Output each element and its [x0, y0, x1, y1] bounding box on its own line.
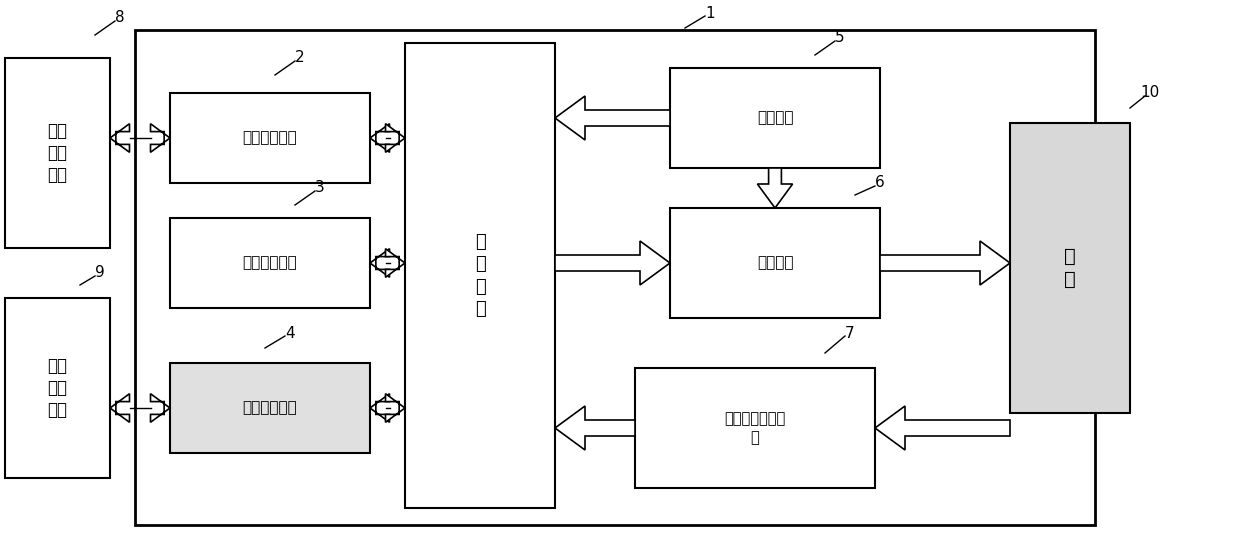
Polygon shape	[370, 249, 389, 277]
Polygon shape	[556, 406, 635, 450]
Polygon shape	[110, 124, 129, 152]
Text: 外部
指令
模块: 外部 指令 模块	[47, 122, 67, 184]
Text: 终端
调试
设备: 终端 调试 设备	[47, 357, 67, 419]
Polygon shape	[370, 124, 389, 152]
Text: 6: 6	[875, 175, 885, 190]
Text: 有线通信模块: 有线通信模块	[243, 131, 298, 145]
Text: 无线通信模块: 无线通信模块	[243, 400, 298, 415]
Bar	[670, 68, 880, 168]
Polygon shape	[386, 124, 405, 152]
Polygon shape	[556, 241, 670, 285]
Polygon shape	[758, 168, 792, 208]
Polygon shape	[150, 394, 170, 422]
Bar	[670, 208, 880, 318]
Polygon shape	[556, 96, 670, 140]
Text: 电
机: 电 机	[1064, 247, 1076, 289]
Text: 主
控
芯
片: 主 控 芯 片	[475, 233, 485, 318]
Text: 10: 10	[1141, 86, 1159, 101]
Bar	[5, 58, 110, 248]
Bar	[1011, 123, 1130, 413]
Text: 8: 8	[115, 11, 125, 25]
Text: 2: 2	[295, 50, 305, 65]
Text: 电源模块: 电源模块	[756, 111, 794, 126]
Text: 3: 3	[315, 180, 325, 196]
Bar	[170, 218, 370, 308]
Polygon shape	[386, 249, 405, 277]
Polygon shape	[150, 124, 170, 152]
Text: 7: 7	[846, 326, 854, 341]
Bar	[170, 93, 370, 183]
Bar	[135, 30, 1095, 525]
Bar	[635, 368, 875, 488]
Text: 5: 5	[836, 30, 844, 45]
Bar	[405, 43, 556, 508]
Bar	[5, 298, 110, 478]
Polygon shape	[386, 394, 405, 422]
Text: 4: 4	[285, 326, 295, 341]
Bar	[170, 363, 370, 453]
Polygon shape	[370, 394, 389, 422]
Text: 1: 1	[706, 6, 714, 20]
Polygon shape	[880, 241, 1011, 285]
Text: 9: 9	[95, 265, 105, 280]
Polygon shape	[875, 406, 1011, 450]
Text: 外部存储芯片: 外部存储芯片	[243, 255, 298, 270]
Text: 反馈信号采集模
块: 反馈信号采集模 块	[724, 411, 786, 445]
Text: 功率模块: 功率模块	[756, 255, 794, 270]
Polygon shape	[110, 394, 129, 422]
